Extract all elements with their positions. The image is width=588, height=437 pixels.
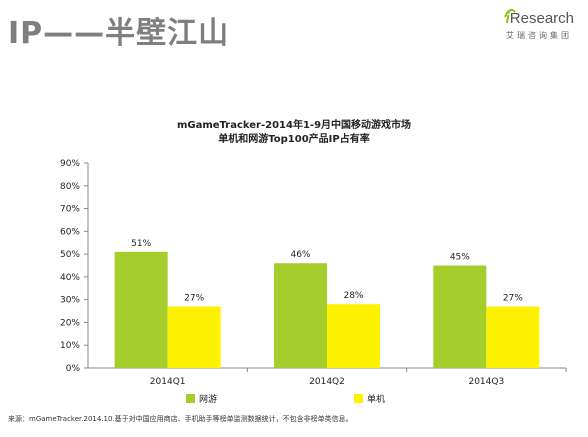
data-label: 27% — [184, 294, 204, 304]
logo-wordmark: iResearch — [505, 10, 574, 27]
bar-0-2 — [433, 265, 487, 368]
data-label: 27% — [503, 294, 523, 304]
iresearch-logo: iResearch 艾瑞咨询集团 — [494, 8, 574, 42]
legend-item-series-0: 网游 — [186, 392, 217, 405]
chart-title-line1: mGameTracker-2014年1-9月中国移动游戏市场 — [176, 120, 412, 131]
data-label: 45% — [450, 253, 470, 263]
x-tick-label: 2014Q1 — [150, 377, 186, 387]
bar-1-0 — [167, 306, 221, 368]
chart-legend: 网游 单机 — [0, 392, 588, 406]
data-label: 51% — [131, 239, 151, 249]
legend-swatch-series-1 — [354, 394, 363, 403]
y-tick-label: 80% — [60, 182, 80, 192]
y-tick-label: 30% — [60, 296, 80, 306]
legend-label-series-1: 单机 — [367, 395, 386, 405]
bar-1-1 — [327, 304, 380, 368]
logo-arc-icon — [504, 8, 516, 18]
chart-title-line2: 单机和网游Top100产品IP占有率 — [218, 134, 370, 145]
bar-0-1 — [274, 263, 327, 368]
y-tick-label: 60% — [60, 227, 80, 237]
y-tick-label: 0% — [66, 364, 81, 374]
legend-item-series-1: 单机 — [354, 392, 385, 405]
data-label: 46% — [290, 250, 310, 260]
page-title: IP——半壁江山 — [8, 16, 230, 51]
y-tick-label: 10% — [60, 341, 80, 351]
y-tick-label: 70% — [60, 205, 80, 215]
data-label: 28% — [343, 291, 363, 301]
logo-subtitle: 艾瑞咨询集团 — [506, 31, 572, 40]
y-tick-label: 90% — [60, 159, 80, 169]
bar-0-0 — [114, 251, 168, 368]
y-tick-label: 50% — [60, 250, 80, 260]
y-tick-label: 40% — [60, 273, 80, 283]
bar-1-2 — [486, 306, 540, 368]
legend-label-series-0: 网游 — [199, 395, 218, 405]
legend-swatch-series-0 — [186, 394, 195, 403]
x-tick-label: 2014Q3 — [468, 377, 504, 387]
y-tick-label: 20% — [60, 318, 80, 328]
source-note: 来源：mGameTracker.2014.10.基于对中国应用商店、手机助手等榜… — [8, 415, 353, 423]
x-tick-label: 2014Q2 — [309, 377, 345, 387]
